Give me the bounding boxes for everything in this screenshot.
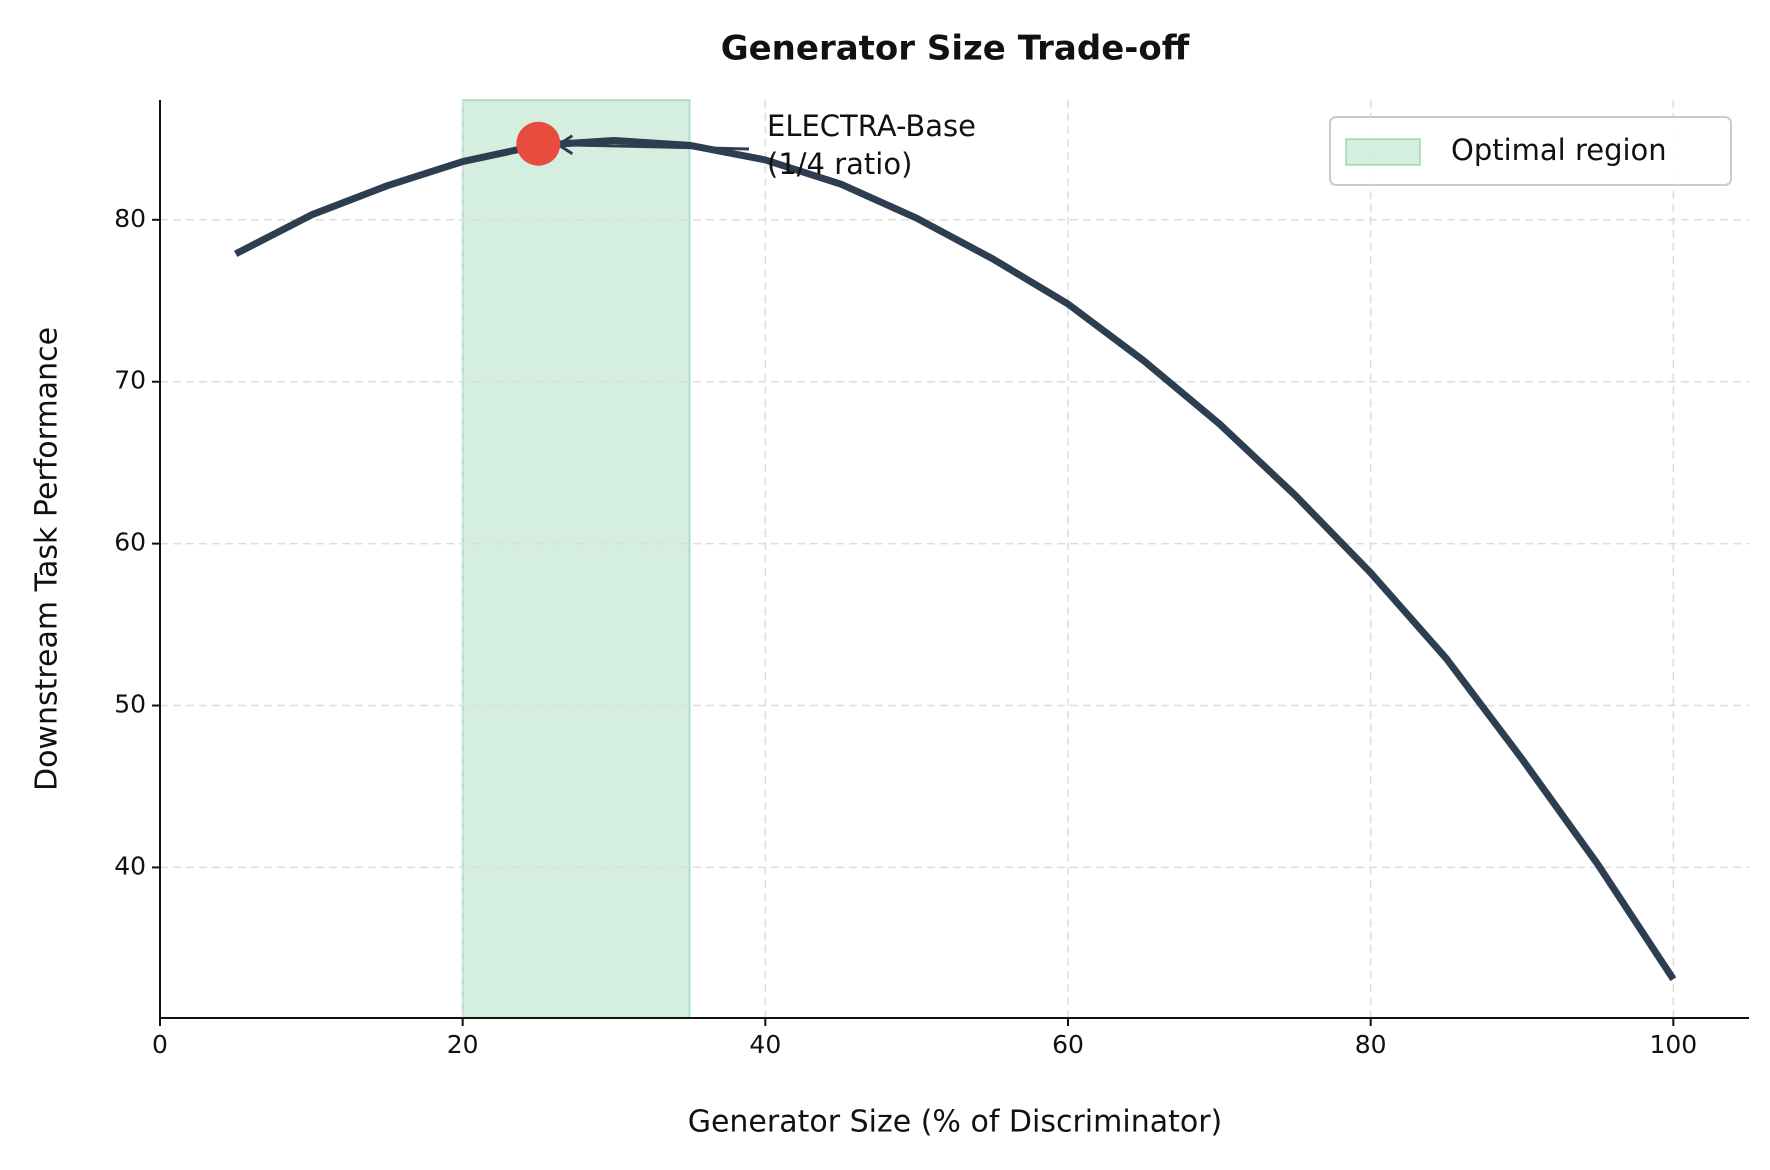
x-tick-label: 80 — [1355, 1030, 1387, 1059]
annotation-text: (1/4 ratio) — [767, 147, 912, 181]
optimal-region — [461, 99, 691, 1019]
legend-label: Optimal region — [1451, 133, 1667, 167]
y-axis-label: Downstream Task Performance — [30, 327, 65, 791]
x-tick-label: 100 — [1649, 1030, 1697, 1059]
chart-title: Generator Size Trade-off — [721, 29, 1190, 69]
highlight-point — [516, 121, 561, 166]
x-tick-label: 20 — [447, 1030, 479, 1059]
y-tick-label: 40 — [114, 851, 146, 880]
y-tick-label: 70 — [114, 366, 146, 395]
y-tick-label: 80 — [114, 204, 146, 233]
y-tick-label: 60 — [114, 528, 146, 557]
y-tick-label: 50 — [114, 690, 146, 719]
legend-box — [1329, 116, 1732, 186]
legend: Optimal region — [1329, 116, 1732, 186]
x-tick-label: 40 — [749, 1030, 781, 1059]
annotation-arrow — [560, 143, 750, 151]
legend-swatch — [1345, 138, 1421, 166]
x-tick-label: 60 — [1052, 1030, 1084, 1059]
x-tick-label: 0 — [152, 1030, 168, 1059]
line-series — [234, 136, 1677, 982]
annotation-text: ELECTRA-Base — [767, 109, 976, 143]
x-axis-label: Generator Size (% of Discriminator) — [688, 1105, 1223, 1140]
